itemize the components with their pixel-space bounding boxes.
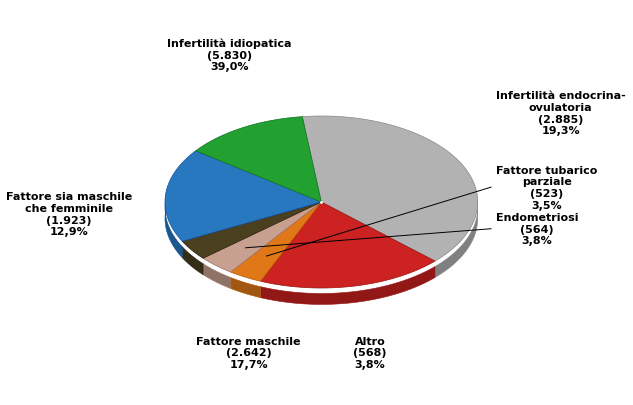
Polygon shape — [196, 117, 322, 202]
Polygon shape — [261, 202, 435, 288]
Polygon shape — [165, 151, 322, 242]
Polygon shape — [182, 202, 322, 259]
Text: Infertilità endocrina-
ovulatoria
(2.885)
19,3%: Infertilità endocrina- ovulatoria (2.885… — [496, 91, 625, 136]
Polygon shape — [230, 278, 261, 298]
Polygon shape — [203, 264, 230, 289]
Polygon shape — [203, 202, 322, 272]
Polygon shape — [196, 123, 303, 168]
Text: Endometriosi
(564)
3,8%: Endometriosi (564) 3,8% — [496, 213, 579, 246]
Polygon shape — [303, 122, 478, 278]
Text: Fattore tubarico
parziale
(523)
3,5%: Fattore tubarico parziale (523) 3,5% — [496, 165, 597, 210]
Polygon shape — [165, 157, 196, 258]
Polygon shape — [182, 247, 203, 275]
Text: Fattore maschile
(2.642)
17,7%: Fattore maschile (2.642) 17,7% — [196, 336, 301, 369]
Text: Fattore sia maschile
che femminile
(1.923)
12,9%: Fattore sia maschile che femminile (1.92… — [6, 192, 132, 237]
Polygon shape — [303, 117, 478, 262]
Polygon shape — [230, 202, 322, 281]
Polygon shape — [261, 267, 435, 305]
Text: Altro
(568)
3,8%: Altro (568) 3,8% — [353, 336, 387, 369]
Text: Infertilità idiopatica
(5.830)
39,0%: Infertilità idiopatica (5.830) 39,0% — [167, 38, 292, 72]
